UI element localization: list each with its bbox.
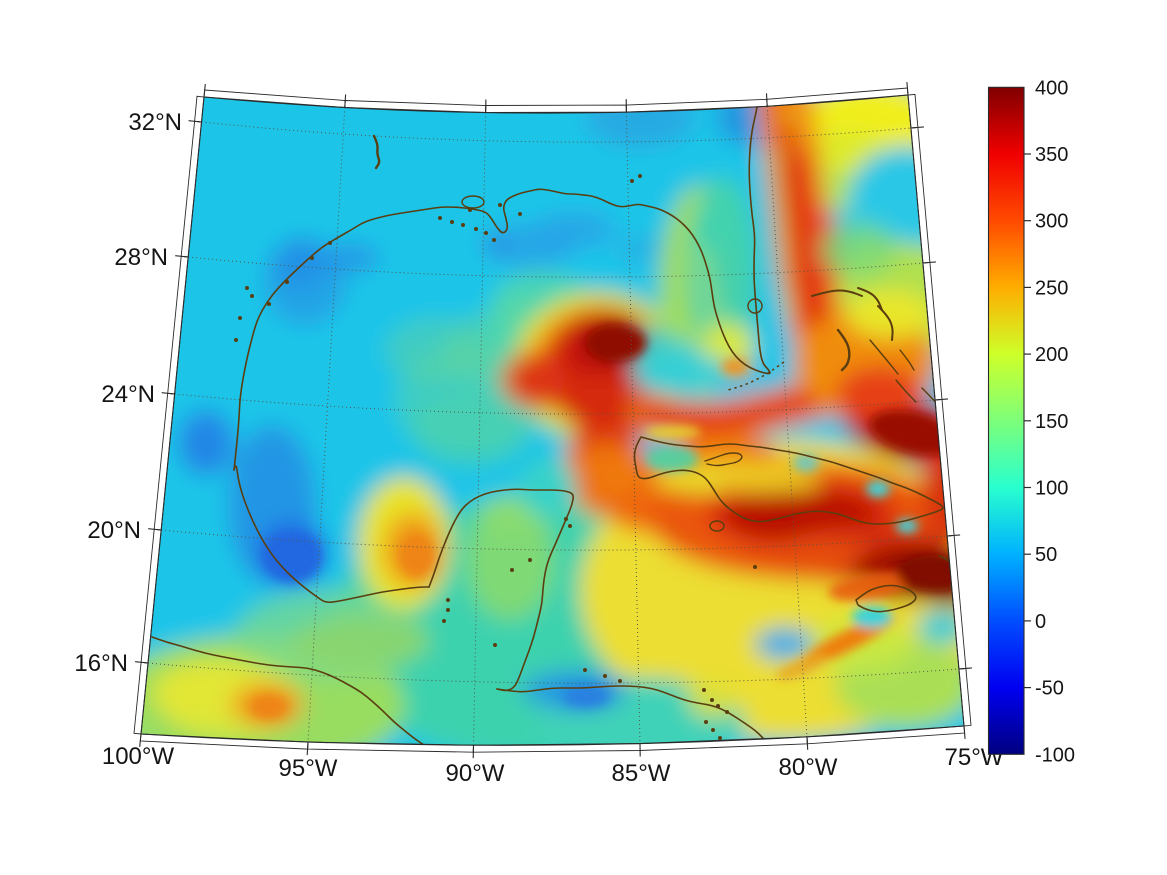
svg-text:200: 200 bbox=[1035, 344, 1068, 366]
svg-text:85°W: 85°W bbox=[612, 760, 671, 787]
svg-text:-50: -50 bbox=[1035, 678, 1064, 700]
svg-text:24°N: 24°N bbox=[101, 381, 155, 408]
svg-text:95°W: 95°W bbox=[279, 755, 338, 782]
svg-text:100°W: 100°W bbox=[102, 743, 175, 770]
svg-text:400: 400 bbox=[1035, 77, 1068, 99]
svg-text:350: 350 bbox=[1035, 144, 1068, 166]
svg-text:150: 150 bbox=[1035, 411, 1068, 433]
svg-text:80°W: 80°W bbox=[779, 754, 838, 781]
svg-text:50: 50 bbox=[1035, 544, 1057, 566]
svg-text:32°N: 32°N bbox=[128, 109, 182, 136]
svg-text:20°N: 20°N bbox=[87, 517, 141, 544]
svg-text:90°W: 90°W bbox=[446, 760, 505, 787]
svg-text:-100: -100 bbox=[1035, 744, 1075, 766]
svg-text:100: 100 bbox=[1035, 478, 1068, 500]
svg-text:300: 300 bbox=[1035, 211, 1068, 233]
svg-text:16°N: 16°N bbox=[74, 650, 128, 677]
svg-text:28°N: 28°N bbox=[114, 244, 168, 271]
svg-text:250: 250 bbox=[1035, 277, 1068, 299]
svg-text:0: 0 bbox=[1035, 611, 1046, 633]
